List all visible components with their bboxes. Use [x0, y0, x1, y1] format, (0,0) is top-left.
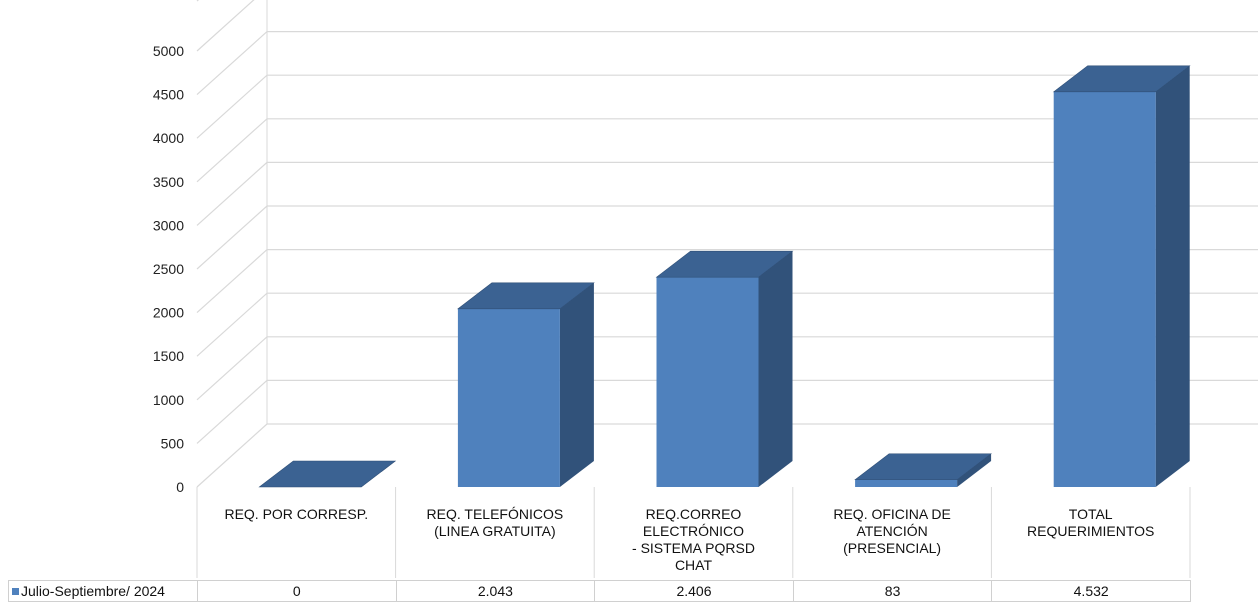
bar-top: [258, 460, 397, 488]
y-tick-label: 4500: [153, 87, 184, 103]
bar-top: [655, 250, 794, 278]
bar: [655, 250, 794, 487]
x-tick-label: TOTAL REQUERIMIENTOS: [1027, 506, 1155, 539]
bar-front: [855, 479, 958, 487]
bar: [854, 453, 992, 487]
x-tick-label: REQ. OFICINA DE ATENCIÓN (PRESENCIAL): [833, 506, 951, 556]
bar-top: [1052, 65, 1191, 93]
bar-side: [559, 282, 594, 487]
y-tick-label: 2500: [153, 261, 184, 277]
y-tick-label: 5000: [153, 43, 184, 59]
gridline: [196, 118, 1258, 183]
y-axis: 0 500 1000 1500 2000 2500 3000 3500 4000 4500 5000: [153, 43, 184, 495]
x-tick-label: REQ. TELEFÓNICOS (LINEA GRATUITA): [426, 506, 564, 539]
gridline: [196, 249, 1258, 314]
bar-front: [1053, 91, 1156, 487]
y-tick-label: 0: [176, 479, 184, 495]
gridline: [196, 423, 1258, 488]
y-tick-label: 1000: [153, 392, 184, 408]
bar-side: [1155, 65, 1190, 487]
bars: [258, 65, 1191, 488]
y-tick-label: 500: [161, 435, 185, 451]
series-name: Julio-Septiembre/ 2024: [21, 583, 165, 599]
y-tick-label: 1500: [153, 348, 184, 364]
gridline: [196, 379, 1258, 444]
gridline: [196, 205, 1258, 270]
legend-key: [12, 588, 19, 595]
gridlines: [196, 0, 1258, 578]
gridline: [196, 31, 1258, 96]
data-table-value: 2.043: [395, 580, 596, 602]
bar-front: [656, 277, 759, 487]
gridline: [196, 0, 255, 52]
gridline: [196, 74, 1258, 139]
y-tick-label: 2000: [153, 305, 184, 321]
gridline: [196, 161, 1258, 226]
data-table-value: 2.406: [594, 580, 794, 602]
gridline: [196, 336, 1258, 401]
data-table-value: 83: [792, 580, 993, 602]
bar-side: [758, 251, 793, 487]
bar-front: [457, 308, 560, 487]
x-tick-label: REQ. POR CORRESP.: [224, 506, 369, 522]
series-label-cell: Julio-Septiembre/ 2024: [8, 580, 198, 602]
bar-side: [957, 453, 992, 487]
x-tick-label: REQ.CORREO ELECTRÓNICO - SISTEMA PQRSD C…: [632, 506, 755, 573]
data-table-value: 0: [197, 580, 397, 602]
y-tick-label: 3000: [153, 217, 184, 233]
gridline: [196, 0, 200, 2]
bar-top: [457, 282, 595, 310]
bar: [258, 460, 397, 488]
gridline: [196, 292, 1258, 357]
bar: [1052, 65, 1191, 487]
data-table-row: Julio-Septiembre/ 2024 0 2.043 2.406 83 4.53…: [8, 580, 1191, 602]
data-table-value: 4.532: [991, 580, 1191, 602]
data-table: Julio-Septiembre/ 2024 0 2.043 2.406 83 4.53…: [8, 580, 1191, 602]
y-tick-label: 3500: [153, 174, 184, 190]
bar-top: [854, 453, 992, 481]
y-tick-label: 4000: [153, 130, 184, 146]
bar: [457, 282, 595, 487]
